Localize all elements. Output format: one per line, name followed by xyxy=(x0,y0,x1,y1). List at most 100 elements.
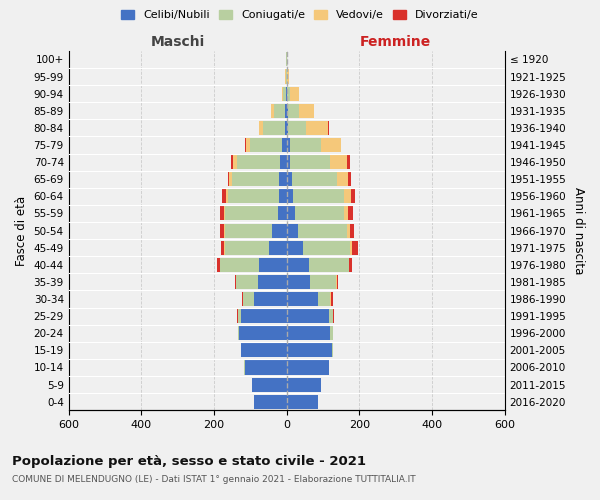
Bar xyxy=(285,104,287,118)
Bar xyxy=(336,275,337,289)
Bar xyxy=(331,326,333,340)
Bar xyxy=(254,394,287,408)
Bar xyxy=(287,190,293,203)
Bar xyxy=(287,70,289,84)
Bar xyxy=(287,121,288,135)
Bar xyxy=(320,138,341,152)
Legend: Celibi/Nubili, Coniugati/e, Vedovi/e, Divorziati/e: Celibi/Nubili, Coniugati/e, Vedovi/e, Di… xyxy=(117,6,483,25)
Bar xyxy=(274,104,285,118)
Bar xyxy=(317,292,331,306)
Bar xyxy=(287,155,290,169)
Bar xyxy=(328,121,329,135)
Bar xyxy=(271,104,274,118)
Bar xyxy=(259,258,287,272)
Bar xyxy=(285,70,286,84)
Bar xyxy=(287,326,331,340)
Bar xyxy=(241,309,287,323)
Bar xyxy=(331,292,333,306)
Bar xyxy=(287,309,329,323)
Bar xyxy=(288,104,299,118)
Bar xyxy=(283,86,286,101)
Bar xyxy=(308,258,349,272)
Bar xyxy=(244,360,245,374)
Bar xyxy=(245,138,246,152)
Bar xyxy=(280,155,287,169)
Bar xyxy=(233,155,236,169)
Bar xyxy=(347,224,350,237)
Bar xyxy=(287,394,317,408)
Bar xyxy=(220,258,259,272)
Bar xyxy=(257,275,287,289)
Bar xyxy=(303,240,350,254)
Bar xyxy=(292,172,337,186)
Bar xyxy=(220,224,224,237)
Bar xyxy=(344,206,348,220)
Bar xyxy=(217,258,220,272)
Bar xyxy=(287,378,321,392)
Bar xyxy=(286,70,287,84)
Bar xyxy=(310,275,336,289)
Bar xyxy=(229,172,232,186)
Bar xyxy=(245,360,287,374)
Bar xyxy=(307,121,328,135)
Bar xyxy=(254,292,287,306)
Y-axis label: Anni di nascita: Anni di nascita xyxy=(572,187,585,274)
Bar xyxy=(242,292,243,306)
Bar xyxy=(348,172,351,186)
Bar xyxy=(287,138,290,152)
Bar xyxy=(226,190,228,203)
Bar xyxy=(235,275,236,289)
Bar xyxy=(263,121,285,135)
Bar xyxy=(227,172,229,186)
Bar xyxy=(225,224,272,237)
Bar xyxy=(350,240,352,254)
Bar xyxy=(228,190,279,203)
Bar xyxy=(347,155,350,169)
Bar xyxy=(232,172,280,186)
Bar xyxy=(295,206,344,220)
Bar xyxy=(272,224,287,237)
Bar xyxy=(250,138,283,152)
Bar xyxy=(287,240,303,254)
Bar xyxy=(348,206,353,220)
Bar xyxy=(246,138,250,152)
Bar xyxy=(337,275,338,289)
Bar xyxy=(278,206,287,220)
Bar xyxy=(236,155,280,169)
Bar xyxy=(283,138,287,152)
Bar xyxy=(221,240,224,254)
Bar xyxy=(225,240,269,254)
Y-axis label: Fasce di età: Fasce di età xyxy=(15,196,28,266)
Bar xyxy=(269,240,287,254)
Bar xyxy=(287,292,317,306)
Bar xyxy=(290,138,320,152)
Bar xyxy=(349,258,352,272)
Bar xyxy=(280,172,287,186)
Bar xyxy=(290,86,299,101)
Bar xyxy=(333,309,334,323)
Bar xyxy=(238,309,241,323)
Bar xyxy=(281,86,283,101)
Bar xyxy=(290,155,331,169)
Bar xyxy=(329,309,333,323)
Text: Popolazione per età, sesso e stato civile - 2021: Popolazione per età, sesso e stato civil… xyxy=(12,455,366,468)
Bar xyxy=(288,121,307,135)
Bar xyxy=(287,344,332,357)
Bar xyxy=(287,258,308,272)
Bar xyxy=(223,190,226,203)
Bar xyxy=(231,155,233,169)
Bar xyxy=(350,224,354,237)
Bar xyxy=(352,240,358,254)
Bar xyxy=(287,86,290,101)
Bar xyxy=(238,326,239,340)
Bar xyxy=(259,121,263,135)
Bar xyxy=(279,190,287,203)
Bar xyxy=(252,378,287,392)
Bar xyxy=(236,275,257,289)
Bar xyxy=(287,224,298,237)
Bar xyxy=(344,190,351,203)
Text: Maschi: Maschi xyxy=(151,35,205,49)
Bar xyxy=(239,326,287,340)
Bar xyxy=(287,172,292,186)
Bar xyxy=(220,206,224,220)
